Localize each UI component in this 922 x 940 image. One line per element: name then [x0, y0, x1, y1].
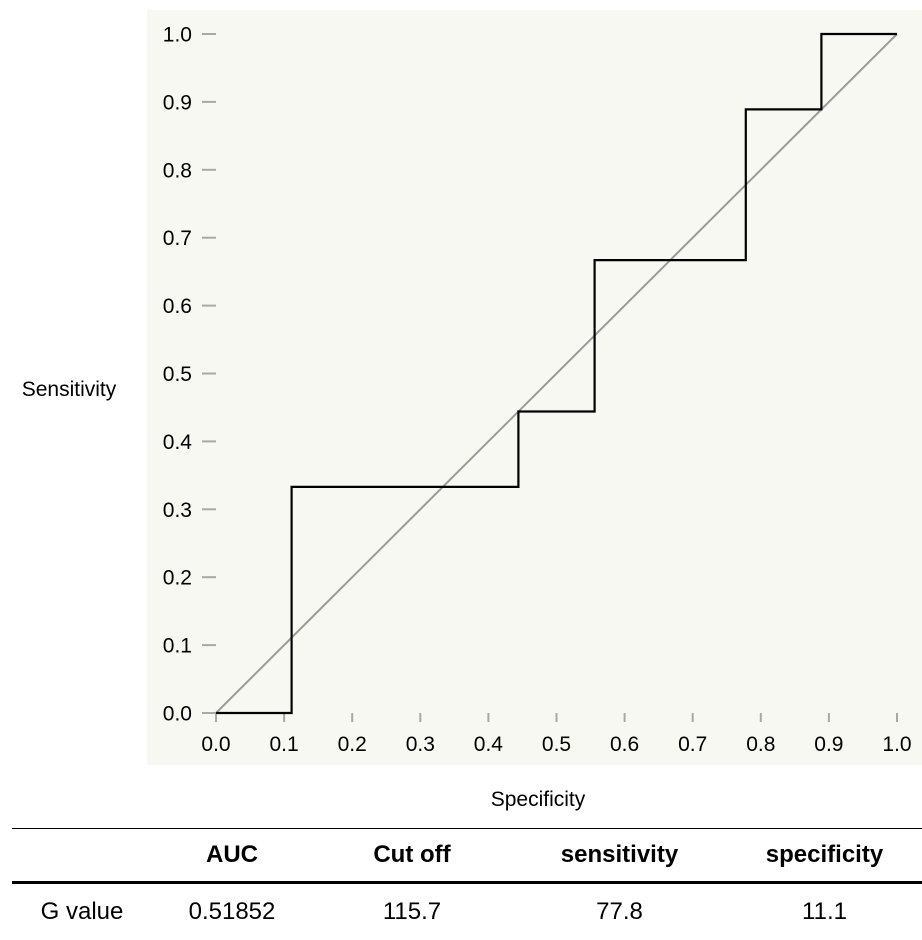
table-header-cell: AUC [152, 829, 312, 883]
table-header-cell: specificity [727, 829, 922, 883]
y-tick-label: 0.9 [163, 91, 192, 114]
table-cell: 77.8 [512, 883, 727, 940]
table-cell: 0.51852 [152, 883, 312, 940]
y-tick-label: 0.0 [163, 703, 192, 726]
x-tick-label: 0.4 [474, 733, 504, 756]
y-tick-label: 0.4 [163, 431, 193, 454]
y-tick-label: 0.8 [163, 159, 192, 182]
table-cell: 115.7 [312, 883, 512, 940]
roc-chart: 0.0 0.1 0.2 0.3 0.4 0.5 0.6 0.7 0.8 0.9 1.0 0.0 0.1… [0, 0, 922, 820]
x-tick-label: 0.5 [542, 733, 571, 756]
x-tick-label: 0.1 [269, 733, 298, 756]
y-tick-label: 0.7 [163, 227, 192, 250]
x-tick-label: 0.8 [746, 733, 775, 756]
table-header-cell: sensitivity [512, 829, 727, 883]
x-tick-label: 0.3 [406, 733, 435, 756]
y-tick-label: 0.2 [163, 567, 192, 590]
y-tick-label: 0.3 [163, 499, 192, 522]
table-header-row: AUC Cut off sensitivity specificity [12, 829, 922, 883]
y-axis-title: Sensitivity [22, 378, 117, 401]
x-tick-label: 0.7 [678, 733, 707, 756]
x-tick-label: 0.2 [338, 733, 367, 756]
y-tick-label: 0.1 [163, 635, 192, 658]
plot-background [147, 10, 922, 765]
y-tick-label: 1.0 [163, 24, 192, 47]
table-header-cell: Cut off [312, 829, 512, 883]
x-axis-title: Specificity [491, 788, 586, 811]
stats-table: AUC Cut off sensitivity specificity G va… [12, 828, 922, 940]
x-tick-label: 1.0 [882, 733, 911, 756]
x-tick-label: 0.0 [201, 733, 230, 756]
table-row: G value 0.51852 115.7 77.8 11.1 [12, 883, 922, 940]
table-cell: G value [12, 883, 152, 940]
x-tick-label: 0.6 [610, 733, 639, 756]
table-cell: 11.1 [727, 883, 922, 940]
y-tick-label: 0.6 [163, 295, 192, 318]
table-header-cell [12, 829, 152, 883]
y-tick-label: 0.5 [163, 363, 192, 386]
x-tick-label: 0.9 [814, 733, 843, 756]
